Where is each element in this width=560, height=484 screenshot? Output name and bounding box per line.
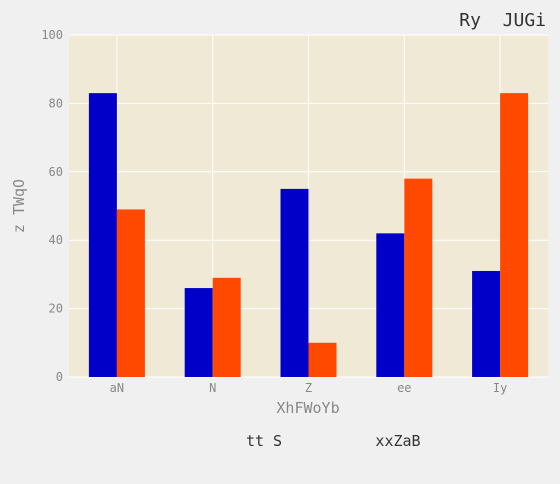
legend: tt S xxZaB	[246, 432, 421, 450]
bar-2-Z	[308, 342, 337, 377]
bar-1-Z	[280, 188, 309, 377]
x-tick-label: aN	[110, 381, 124, 395]
bar-2-Iy	[500, 93, 529, 377]
y-tick-label: 60	[49, 165, 63, 179]
bar-1-N	[184, 288, 213, 377]
bar-2-N	[212, 277, 241, 377]
y-axis-label: z TWqO	[10, 179, 28, 233]
x-tick-label: N	[209, 381, 216, 395]
bar-1-Iy	[472, 270, 501, 377]
x-tick-label: Z	[305, 381, 312, 395]
y-tick-label: 100	[41, 28, 63, 42]
legend-entry-2: xxZaB	[375, 432, 420, 450]
chart-title: Ry JUGi	[459, 10, 546, 31]
bar-1-ee	[376, 233, 405, 377]
x-axis-label: XhFWoYb	[276, 399, 339, 417]
y-tick-label: 20	[49, 302, 63, 316]
x-tick-label: ee	[397, 381, 411, 395]
legend-entry-1: tt S	[246, 432, 282, 450]
bar-1-aN	[88, 93, 117, 377]
y-tick-label: 80	[49, 96, 63, 110]
x-tick-label: Iy	[493, 381, 507, 395]
y-tick-label: 0	[56, 370, 63, 384]
y-tick-label: 40	[49, 233, 63, 247]
bars	[88, 93, 529, 377]
y-tick-labels: 0 20 40 60 80 100	[41, 28, 63, 384]
bar-2-aN	[116, 209, 145, 377]
bar-2-ee	[404, 178, 433, 377]
